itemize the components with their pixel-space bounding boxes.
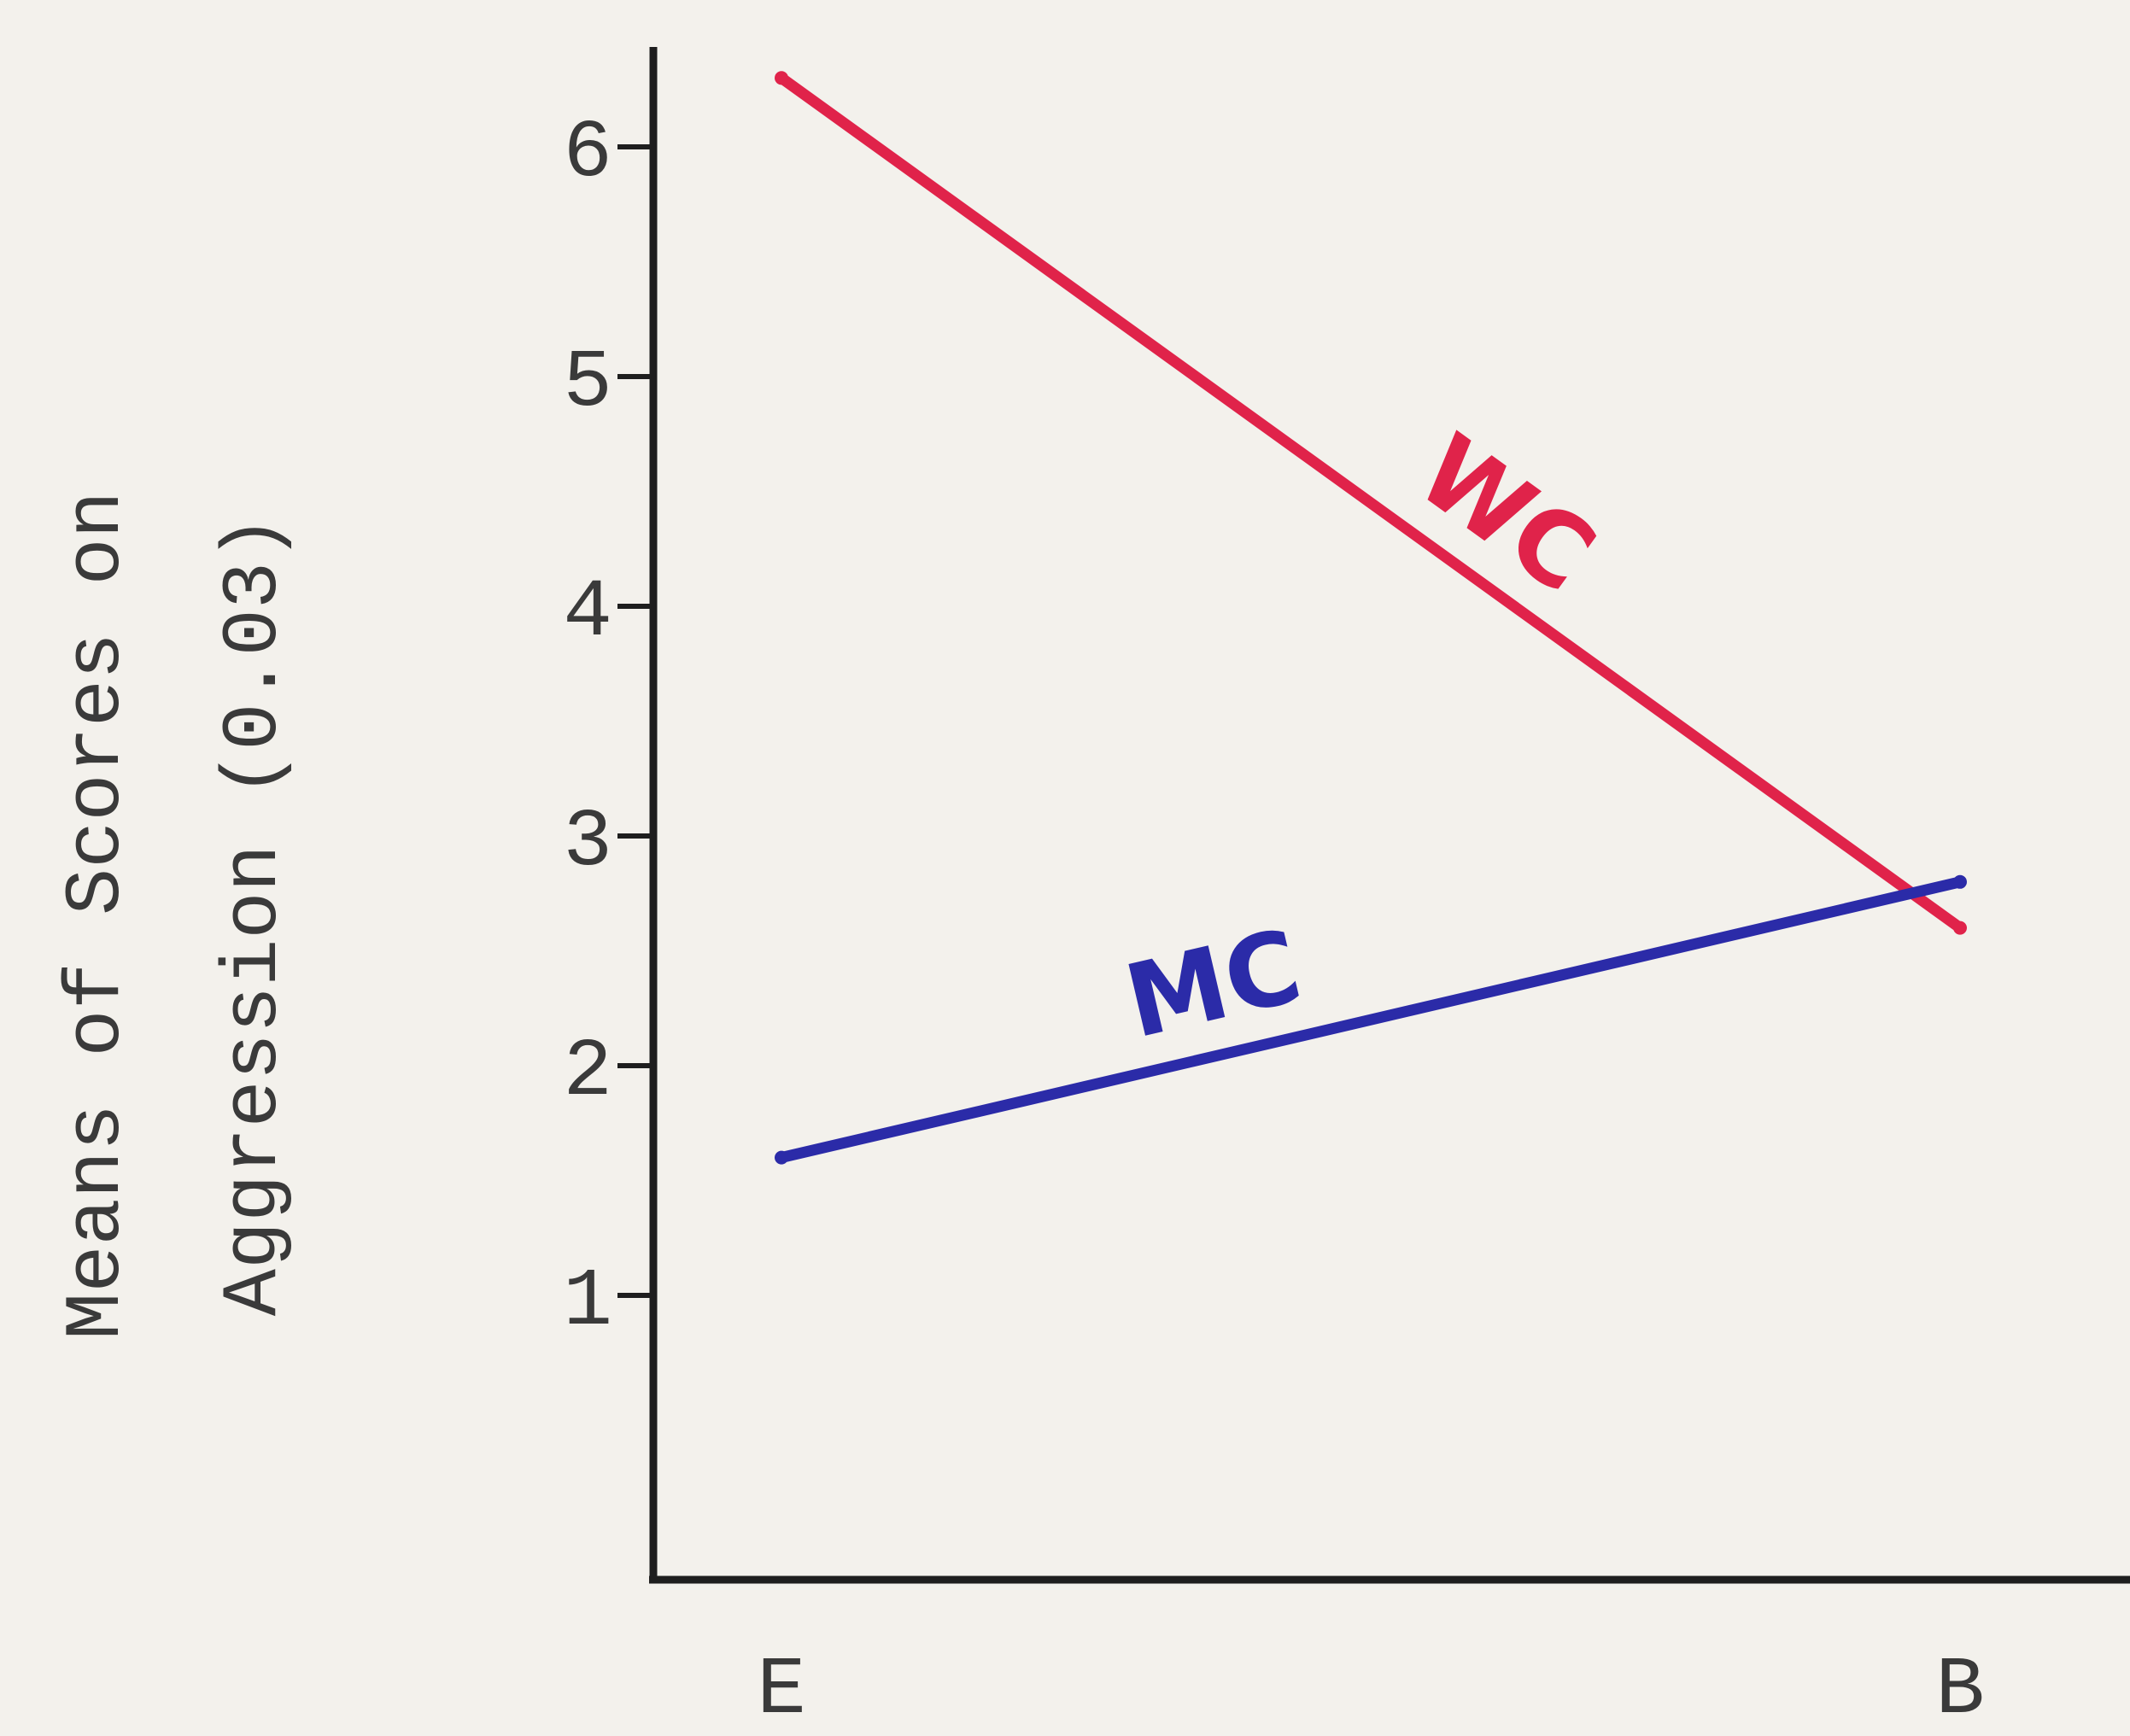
y-tick-label-3: 3 (563, 796, 612, 889)
x-category-label-b: B (1935, 1644, 1985, 1736)
x-category-label-e: E (757, 1644, 806, 1736)
data-point-wc-b (1953, 921, 1967, 935)
y-tick-label-5: 5 (563, 336, 612, 430)
series-line-wc (775, 72, 1966, 934)
y-axis-label-line2: Aggression (0.03) (209, 515, 299, 1317)
data-point-mc-b (1953, 874, 1967, 889)
data-point-mc-e (775, 1150, 788, 1165)
y-axis-label-line1: Means of Scores on (52, 491, 142, 1340)
data-point-wc-e (775, 71, 788, 85)
y-tick-label-6: 6 (563, 107, 612, 200)
y-tick-label-2: 2 (563, 1026, 612, 1119)
y-tick-label-4: 4 (563, 566, 612, 659)
series-line-mc (775, 876, 1966, 1164)
y-axis-ticks: 1 2 3 4 5 6 (563, 107, 653, 1348)
y-tick-label-1: 1 (563, 1255, 612, 1348)
